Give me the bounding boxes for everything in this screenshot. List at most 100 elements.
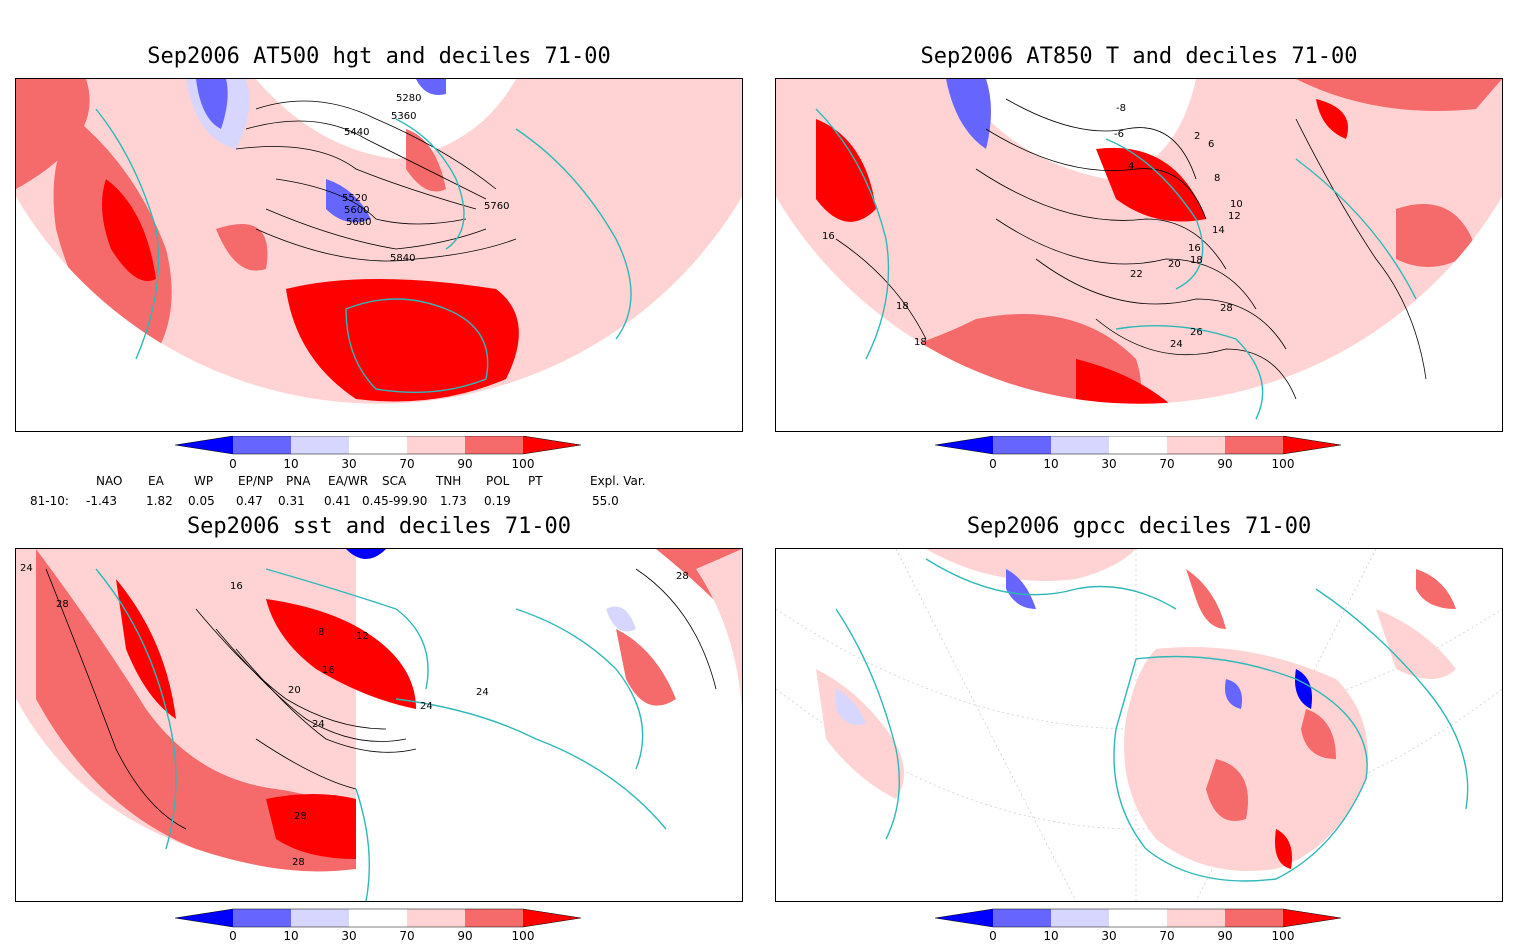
contour-label: 5760 [484, 201, 509, 212]
index-value: 0.31 [278, 494, 305, 508]
colorbar-segment [407, 909, 465, 927]
colorbar-segment [523, 909, 581, 927]
contour-label: 28 [676, 571, 689, 582]
colorbar-segment [1167, 909, 1225, 927]
colorbar-tick-label: 30 [341, 929, 356, 943]
colorbar-segment [1225, 909, 1283, 927]
contour-label: 8 [1214, 173, 1220, 184]
index-value: 0.41 [324, 494, 351, 508]
contour-label: 8 [318, 627, 324, 638]
map-hgt500: 5280 5360 5440 5520 5600 5680 5760 5840 [15, 78, 743, 432]
index-value: 55.0 [592, 494, 619, 508]
index-value: 1.73 [440, 494, 467, 508]
contour-label: 5520 [342, 193, 367, 204]
contour-label: -6 [1114, 129, 1124, 140]
contour-label: 20 [1168, 259, 1181, 270]
contour-label: 16 [322, 665, 335, 676]
contour-label: 28 [1220, 303, 1233, 314]
panel-title-sst: Sep2006 sst and deciles 71-00 [186, 514, 572, 539]
colorbar-segment [1109, 436, 1167, 454]
contour-label: 24 [1170, 339, 1183, 350]
colorbar-tick-label: 70 [1159, 457, 1174, 471]
index-header: TNH [436, 474, 462, 488]
colorbar-tick-label: 100 [1272, 457, 1295, 471]
index-header: EA [148, 474, 164, 488]
contour-label: 26 [1190, 327, 1203, 338]
map-t850: -8 -6 2 4 6 8 10 12 14 16 18 20 22 24 26… [775, 78, 1503, 432]
colorbar-top-left: 0 10 30 70 90 100 [175, 436, 582, 471]
contour-label: 4 [1128, 161, 1134, 172]
colorbar-segment [1283, 436, 1341, 454]
contour-label: 28 [56, 599, 69, 610]
index-value: 1.82 [146, 494, 173, 508]
index-value: 0.19 [484, 494, 511, 508]
colorbar-tick-label: 100 [1272, 929, 1295, 943]
colorbar-bottom-left: 0 10 30 70 90 100 [175, 908, 582, 943]
colorbar-segment [1051, 909, 1109, 927]
colorbar-tick-label: 0 [229, 929, 237, 943]
contour-label: 5840 [390, 253, 415, 264]
contour-label: 18 [1190, 255, 1203, 266]
contour-label: 18 [914, 337, 927, 348]
panel-title-gpcc: Sep2006 gpcc deciles 71-00 [966, 514, 1312, 539]
contour-label: 16 [822, 231, 835, 242]
colorbar-segment [291, 909, 349, 927]
colorbar-tick-label: 30 [1101, 929, 1116, 943]
colorbar-bottom-right: 0 10 30 70 90 100 [935, 908, 1342, 943]
contour-label: 24 [420, 701, 433, 712]
index-value: 0.05 [188, 494, 215, 508]
index-header: EP/NP [238, 474, 274, 488]
contour-label: 22 [1130, 269, 1143, 280]
teleconnection-indices: NAO EA WP EP/NP PNA EA/WR SCA TNH POL PT… [30, 474, 690, 514]
colorbar-tick-label: 0 [229, 457, 237, 471]
colorbar-segment [1051, 436, 1109, 454]
colorbar-top-right: 0 10 30 70 90 100 [935, 436, 1342, 471]
index-header: NAO [96, 474, 123, 488]
colorbar-segment [935, 436, 993, 454]
index-value: -1.43 [86, 494, 118, 508]
contour-label: 16 [1188, 243, 1201, 254]
colorbar-segment [175, 909, 233, 927]
colorbar-tick-label: 10 [283, 929, 298, 943]
colorbar-segment [407, 436, 465, 454]
colorbar-segment [465, 909, 523, 927]
contour-label: 5280 [396, 93, 421, 104]
contour-label: 10 [1230, 199, 1243, 210]
index-value: 0.45-99.90 [362, 494, 428, 508]
contour-label: 5600 [344, 205, 369, 216]
indices-value-row: 81-10: -1.43 1.82 0.05 0.47 0.31 0.41 0.… [30, 494, 690, 514]
colorbar-tick-label: 90 [1217, 929, 1232, 943]
contour-label: 24 [20, 563, 33, 574]
panel-title-hgt500: Sep2006 AT500 hgt and deciles 71-00 [147, 44, 611, 69]
colorbar-segment [349, 436, 407, 454]
contour-label: 5680 [346, 217, 371, 228]
colorbar-tick-label: 0 [989, 457, 997, 471]
colorbar-tick-label: 90 [1217, 457, 1232, 471]
colorbar-tick-label: 70 [399, 457, 414, 471]
colorbar-tick-label: 90 [457, 929, 472, 943]
contour-label: -8 [1116, 103, 1126, 114]
colorbar-segment [1283, 909, 1341, 927]
panel-title-t850: Sep2006 AT850 T and deciles 71-00 [920, 44, 1358, 69]
colorbar-tick-label: 70 [1159, 929, 1174, 943]
colorbar-tick-label: 0 [989, 929, 997, 943]
colorbar-segment [993, 436, 1051, 454]
colorbar-tick-label: 10 [283, 457, 298, 471]
colorbar-tick-label: 30 [341, 457, 356, 471]
contour-label: 28 [292, 857, 305, 868]
index-header: PT [528, 474, 543, 488]
colorbar-tick-label: 100 [512, 457, 535, 471]
index-header: SCA [382, 474, 407, 488]
contour-label: 18 [896, 301, 909, 312]
colorbar-segment [523, 436, 581, 454]
index-header: EA/WR [328, 474, 369, 488]
colorbar-tick-label: 70 [399, 929, 414, 943]
colorbar-tick-label: 90 [457, 457, 472, 471]
contour-label: 16 [230, 581, 243, 592]
index-row-label: 81-10: [30, 494, 69, 508]
contour-label: 28 [294, 811, 307, 822]
contour-label: 14 [1212, 225, 1225, 236]
contour-label: 5440 [344, 127, 369, 138]
contour-label: 12 [1228, 211, 1241, 222]
index-header: PNA [286, 474, 311, 488]
